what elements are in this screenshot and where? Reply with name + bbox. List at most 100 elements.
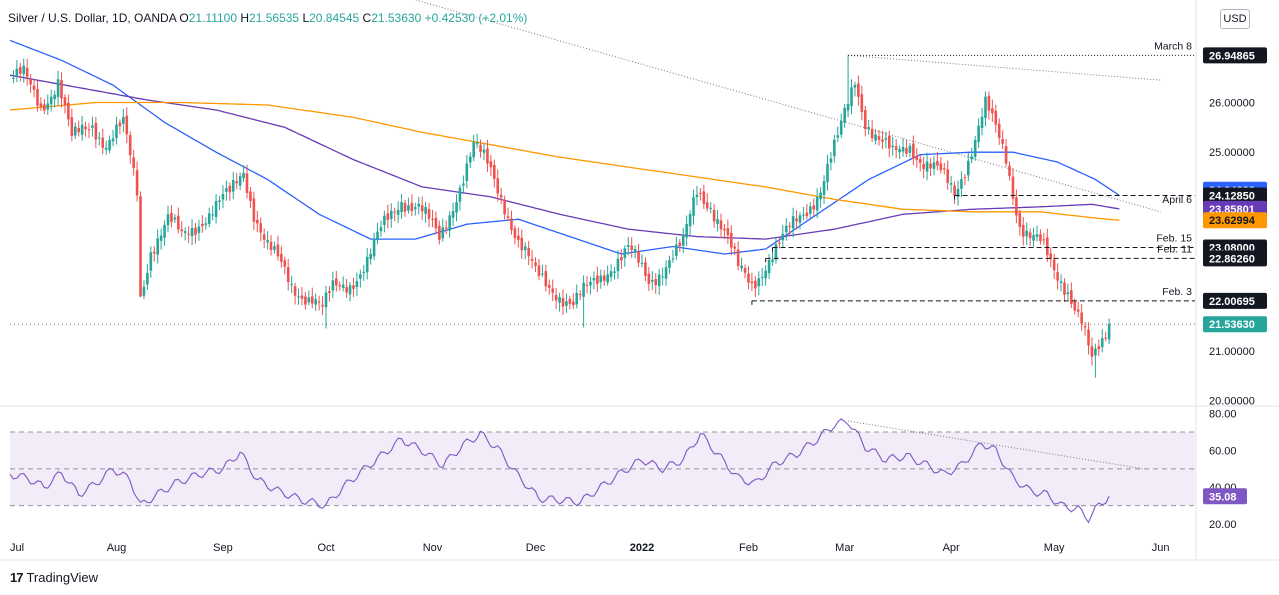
candle-body (1032, 235, 1035, 241)
candle-body (60, 80, 63, 99)
rsi-band-fill (10, 432, 1195, 506)
candle-body (912, 143, 915, 159)
candle-body (496, 178, 500, 194)
candle-body (558, 297, 561, 303)
candle-body (252, 198, 256, 222)
candle-body (365, 256, 369, 273)
candle-body (194, 227, 197, 235)
candle-body (843, 107, 846, 123)
candle-body (736, 249, 740, 267)
candle-body (949, 183, 953, 185)
candle-body (781, 233, 785, 241)
candle-body (510, 218, 513, 230)
level-date-label: Feb. 15 (1156, 233, 1192, 245)
candle-body (1076, 309, 1080, 312)
candle-body (537, 265, 541, 276)
price-label-box (1203, 47, 1267, 64)
candle-body (881, 139, 884, 142)
candle-body (929, 163, 932, 169)
candle-body (520, 237, 524, 251)
candle-body (613, 271, 616, 273)
candle-body (46, 103, 50, 110)
time-tick-label: Aug (107, 542, 127, 554)
ma-line-slow (9, 101, 1120, 221)
candle-body (53, 94, 56, 100)
candle-body (554, 294, 558, 301)
candle-body (826, 163, 829, 183)
candle-body (207, 213, 211, 224)
candle-body (455, 202, 458, 213)
candle-body (1049, 253, 1053, 260)
candle-body (798, 215, 802, 223)
candle-body (293, 286, 297, 296)
candle-body (1011, 176, 1015, 199)
candle-body (685, 223, 688, 238)
candle-body (678, 242, 682, 247)
candle-body (190, 227, 194, 237)
candle-body (1094, 348, 1097, 356)
candle-body (1001, 139, 1004, 144)
currency-button[interactable]: USD (1220, 9, 1250, 29)
candle-body (67, 102, 70, 120)
candle-body (355, 281, 359, 288)
candle-body (898, 149, 901, 153)
candle-body (468, 156, 472, 163)
candle-body (396, 209, 400, 215)
candle-body (458, 187, 462, 202)
candle-body (362, 271, 366, 273)
candle-body (273, 246, 276, 250)
candle-body (472, 141, 475, 158)
price-label-text: 21.53630 (1209, 319, 1255, 331)
candle-body (963, 177, 967, 179)
candle-body (376, 231, 379, 240)
candle-body (589, 281, 592, 286)
candle-body (551, 288, 554, 293)
candle-body (805, 212, 809, 217)
candle-body (383, 215, 386, 225)
candle-body (671, 258, 675, 260)
candle-body (204, 223, 208, 225)
candle-body (414, 207, 417, 210)
candle-body (932, 162, 936, 169)
candle-body (609, 271, 613, 277)
candle-body (187, 233, 190, 235)
candle-body (523, 246, 527, 251)
candle-body (15, 68, 19, 76)
close-label: C (362, 11, 372, 25)
candle-body (867, 127, 870, 130)
candle-body (73, 126, 77, 136)
candle-body (712, 209, 716, 222)
candle-body (568, 298, 572, 304)
candle-body (420, 205, 424, 212)
change-value: +0.42530 (+2.01%) (424, 11, 528, 25)
candle-body (946, 169, 949, 184)
candle-body (475, 142, 479, 145)
candle-body (122, 116, 125, 124)
candle-body (1052, 259, 1056, 271)
candle-body (256, 219, 259, 224)
candle-body (874, 134, 877, 141)
candle-body (348, 285, 352, 295)
candle-body (582, 282, 585, 297)
price-label-text: 26.94865 (1209, 50, 1255, 62)
candle-body (393, 211, 396, 213)
candle-body (266, 240, 269, 243)
candle-body (451, 211, 455, 218)
candle-body (489, 161, 493, 168)
rsi-tick-label: 60.00 (1209, 445, 1237, 457)
time-tick-label: May (1044, 542, 1065, 554)
candle-body (149, 252, 153, 271)
candle-body (802, 214, 805, 216)
candle-body (1008, 165, 1011, 176)
candle-body (723, 228, 726, 231)
candle-body (575, 292, 579, 305)
candle-body (517, 235, 520, 240)
time-tick-label: Sep (213, 542, 233, 554)
candle-body (743, 267, 747, 273)
candle-body (424, 207, 427, 214)
candle-body (726, 228, 730, 236)
brand-name: TradingView (26, 570, 99, 585)
candle-body (774, 244, 778, 260)
candle-body (180, 229, 184, 232)
candle-body (43, 104, 46, 111)
